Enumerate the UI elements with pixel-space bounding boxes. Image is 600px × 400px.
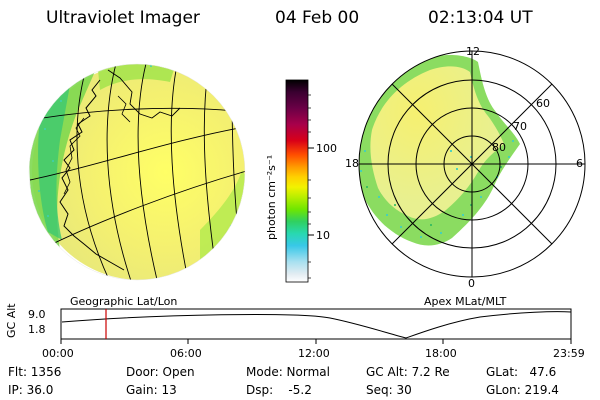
colorbar — [285, 79, 314, 283]
gain-info: Gain: 13 — [126, 383, 177, 397]
date-label: 04 Feb 00 — [275, 8, 360, 28]
mlt-label-18: 18 — [345, 157, 359, 170]
timeline-ytick-1.8: 1.8 — [28, 323, 46, 336]
timeline-xtick-1200: 12:00 — [298, 347, 330, 360]
timeline-xtick-0000: 00:00 — [42, 347, 74, 360]
geographic-globe — [28, 63, 246, 281]
orbit-timeline — [60, 308, 572, 344]
ip-info: IP: 36.0 — [8, 383, 54, 397]
mlt-label-6: 6 — [576, 157, 583, 170]
timeline-y-axis-label: GC Alt — [5, 303, 18, 338]
colorbar-tick-100: 100 — [316, 142, 337, 155]
lat-label-60: 60 — [536, 97, 550, 110]
geographic-caption: Geographic Lat/Lon — [70, 295, 178, 308]
timeline-xtick-0600: 06:00 — [170, 347, 202, 360]
timeline-xtick-2359: 23:59 — [553, 347, 585, 360]
timeline-ytick-9: 9.0 — [28, 308, 46, 321]
glon-info: GLon: 219.4 — [486, 383, 559, 397]
dsp-info: Dsp: -5.2 — [246, 383, 312, 397]
apex-caption: Apex MLat/MLT — [424, 295, 507, 308]
colorbar-tick-10: 10 — [316, 229, 330, 242]
door-info: Door: Open — [126, 365, 195, 379]
colorbar-unit-label: photon cm⁻²s⁻¹ — [265, 154, 278, 240]
timeline-xtick-1800: 18:00 — [425, 347, 457, 360]
glat-info: GLat: 47.6 — [486, 365, 557, 379]
flt-info: Flt: 1356 — [8, 365, 62, 379]
lat-label-70: 70 — [513, 120, 527, 133]
instrument-title: Ultraviolet Imager — [46, 8, 200, 28]
seq-info: Seq: 30 — [366, 383, 412, 397]
polar-plot — [358, 50, 586, 278]
mlt-label-12: 12 — [466, 45, 480, 58]
gc-alt-info: GC Alt: 7.2 Re — [366, 365, 450, 379]
mlt-label-0: 0 — [468, 277, 475, 290]
time-label: 02:13:04 UT — [428, 8, 533, 28]
mode-info: Mode: Normal — [246, 365, 330, 379]
lat-label-80: 80 — [492, 141, 506, 154]
